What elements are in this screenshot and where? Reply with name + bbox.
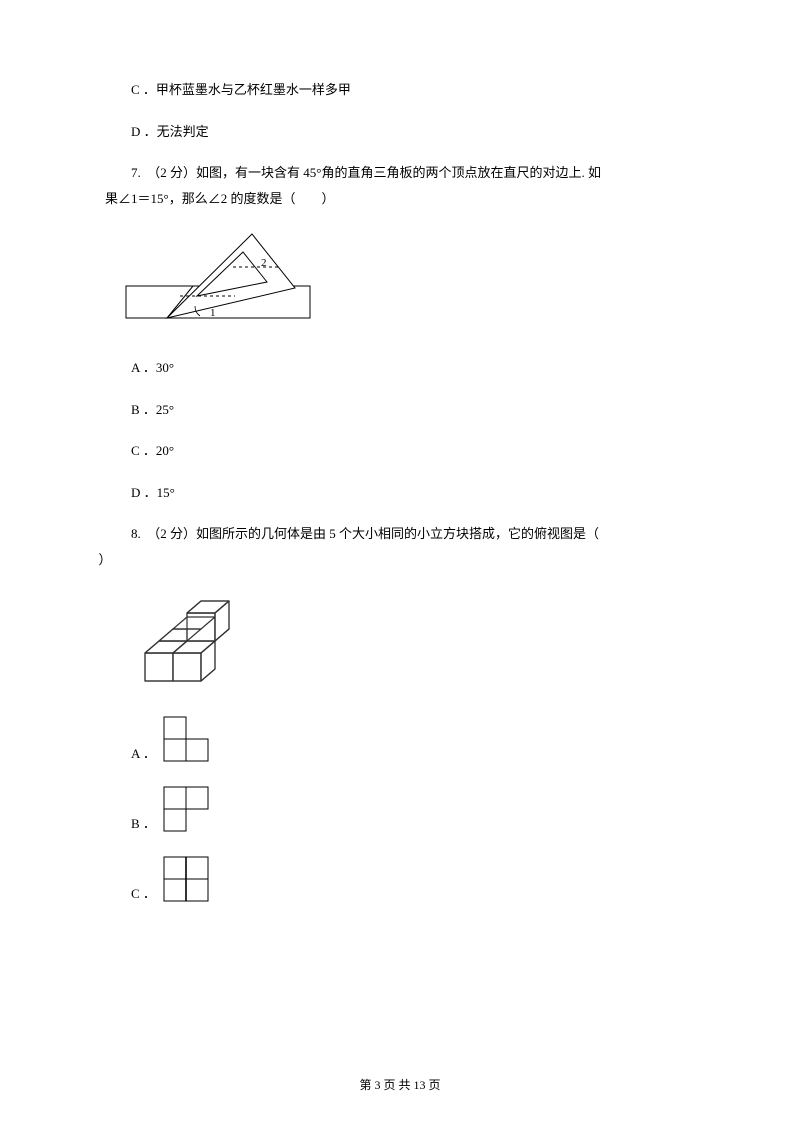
q8-option-a-label: A ． [131,744,156,764]
q7-option-d: D ．15° [105,483,695,503]
q8-option-b-label: B ． [131,814,156,834]
q7-option-c: C ．20° [105,441,695,461]
q8-option-a-figure [162,715,212,763]
q7-option-b: B ．25° [105,400,695,420]
q8-option-a: A ． [105,715,695,763]
q6-option-c: C ．甲杯蓝墨水与乙杯红墨水一样多甲 [105,80,695,100]
q8-option-b-figure [162,785,212,833]
q8-figure-3d [135,591,695,691]
q8-option-c-label: C ． [131,884,156,904]
q7-stem-line2: 果∠1＝15°，那么∠2 的度数是（ ） [105,189,695,209]
page-number: 第 3 页 共 13 页 [359,1078,440,1092]
q8-option-c-figure [162,855,212,903]
q7-option-a: A ．30° [105,358,695,378]
q8-stem-line1: 8. （2 分）如图所示的几何体是由 5 个大小相同的小立方块搭成，它的俯视图是… [105,524,695,544]
q7-stem-line1: 7. （2 分）如图，有一块含有 45°角的直角三角板的两个顶点放在直尺的对边上… [105,163,695,183]
q8-option-b: B ． [105,785,695,833]
page-footer: 第 3 页 共 13 页 [0,1076,800,1094]
q7-figure: 1 2 [125,230,695,330]
q8-stem-line2: ） [105,550,695,570]
q6-option-d: D ．无法判定 [105,122,695,142]
q7-angle2-label: 2 [261,257,267,269]
q8-option-c: C ． [105,855,695,903]
q7-angle1-label: 1 [210,307,216,319]
